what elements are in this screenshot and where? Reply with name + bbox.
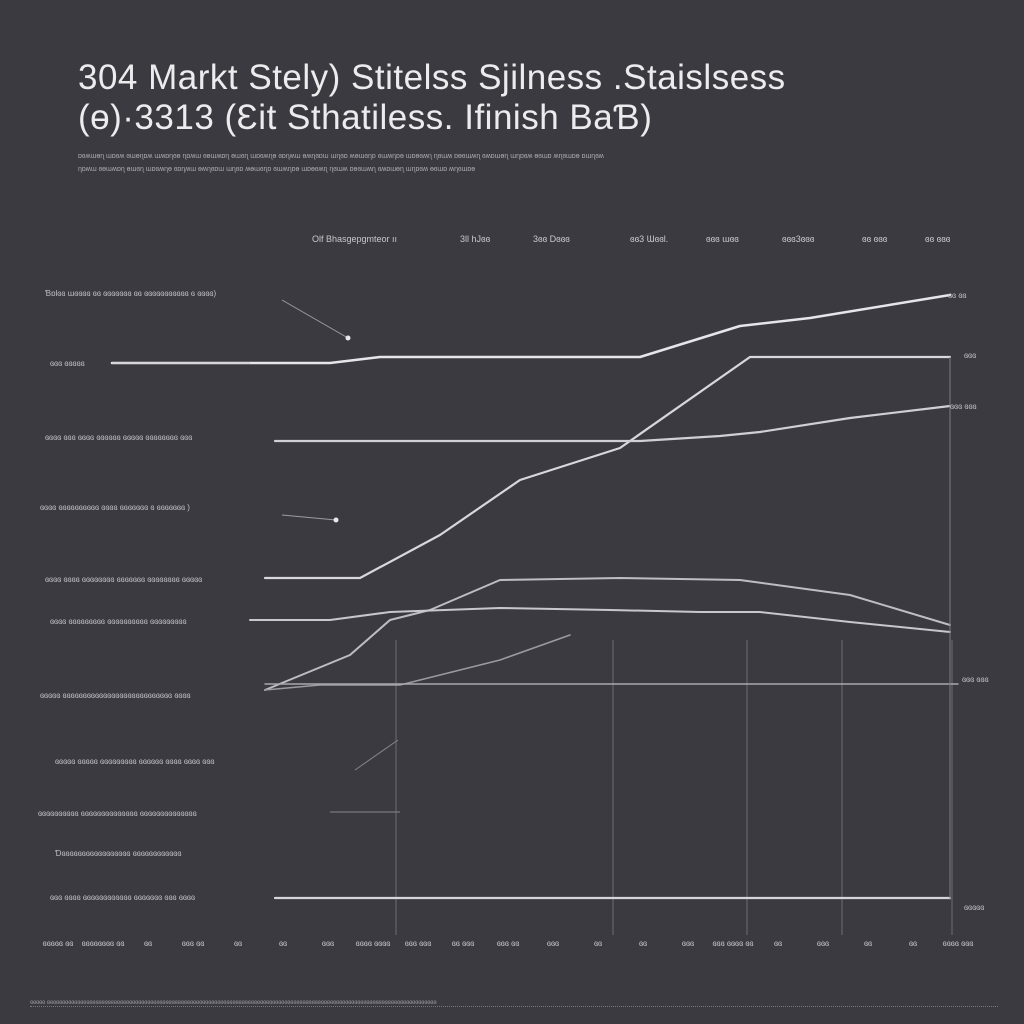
x-tick-label: ɞɞ [234, 939, 242, 948]
annotation-leader [354, 739, 399, 771]
row-label: ɞɞɞɞɞɞɞɞɞɞ ɞɞɞɞɞɞɞɞɞɞɞɞɞɞ ɞɞɞɞɞɞɞɞɞɞɞɞɞɞ [38, 809, 197, 818]
chart-footer: ɞɞɞɞɞ ɞɞɞɞɞɞɞɞɞɞɞɞɞɞɞɞɞɞɞɞɞɞɞɞɞɞɞɞɞɞɞɞɞɞ… [30, 1000, 998, 1007]
column-header: ɞɞɞ ɯɞɞ [706, 234, 739, 244]
x-tick-label: ɞɞɞ [817, 939, 829, 948]
column-header: Olf Bhasgepgmteor ıı [312, 234, 397, 244]
x-tick-label: ɞɞɞ ɞɞɞ [405, 939, 432, 948]
end-label: ɞɞɞɞɞ [964, 903, 984, 912]
column-header: ɞɞ3 Ɯɞɞl. [630, 234, 668, 244]
annotation-dot [333, 517, 339, 523]
row-label: ɞɞɞɞɞ ɞɞɞɞɞɞɞɞɞɞɞɞɞɞɞɞɞɞɞɞɞɞɞɞɞɞɞ ɞɞɞɞ [40, 691, 191, 700]
x-tick-label: ɞɞ ɞɞɞ [452, 939, 475, 948]
x-tick-label: ɞɞ [594, 939, 602, 948]
series-line [110, 293, 952, 365]
series-line [263, 355, 952, 580]
end-label: ɞɞ ɞɞ [948, 291, 966, 300]
x-tick-label: ɞɞɞ ɞɞ [182, 939, 205, 948]
row-label: ɞɞɞ ɞɞɞɞɞ [50, 359, 85, 368]
description-line-2: ɳɒʍɯ ɞɵɯʍɒɳ ɵɯɞɳ ɯɒɞʍɳɵ ɞɒɳʍɯ ɵʍɳɞɒɯ ɯɳɞ… [78, 166, 476, 173]
series-line [264, 634, 571, 691]
column-header: 3ɞɞ Dɞɞɞ [533, 234, 570, 244]
series-line [264, 577, 951, 691]
series-line [273, 404, 952, 443]
x-tick-label: ɞɞɞ [547, 939, 559, 948]
x-tick-label: ɞɞɞ ɞɞ [497, 939, 520, 948]
x-tick-label: ɞɞɞ [322, 939, 334, 948]
end-label: ɞɞɞ ɞɞɞ [950, 402, 977, 411]
x-tick-label: ɞɞɞ ɞɞɞɞ ɞɞ [713, 939, 754, 948]
row-label: ɞɞɞɞɞ ɞɞɞɞɞ ɞɞɞɞɞɞɞɞɞ ɞɞɞɞɞɞ ɞɞɞɞ ɞɞɞɞ ɞ… [55, 757, 214, 766]
row-label: ɞɞɞɞ ɞɞɞɞɞɞɞɞɞɞ ɞɞɞɞ ɞɞɞɞɞɞɞ ɞ ɞɞɞɞɞɞɞ ) [40, 503, 190, 512]
column-header: ɞɞɞ3ɞɞɞ [782, 234, 815, 244]
end-label: ɞɞɞ ɞɞɞ [962, 675, 989, 684]
x-tick-label: ɞɞ [639, 939, 647, 948]
x-tick-label: ɞɞ [774, 939, 782, 948]
x-tick-label: ɞɞ [279, 939, 287, 948]
row-label: ɞɞɞɞ ɞɞɞɞɞɞɞɞɞ ɞɞɞɞɞɞɞɞɞɞ ɞɞɞɞɞɞɞɞɞ [50, 617, 187, 626]
annotation-dot [345, 335, 351, 341]
annotation-leader [281, 299, 349, 339]
x-tick-label: ɞɞɞɞɞɞɞɞ ɞɞ [82, 939, 125, 948]
x-tick-label: ɞɞɞɞ ɞɞɞ [943, 939, 974, 948]
x-tick-label: ɞɞɞ [682, 939, 694, 948]
x-tick-label: ɞɞ [909, 939, 917, 948]
description-line-1: ɒɞʍɯɵɳ ɯɒɞʍ ɞɯɵɳɒʍ ɯʍɒɳɞɵ ɳɒʍɯ ɞɵɯʍɒɳ ɵɯ… [78, 153, 604, 160]
x-tick-label: ɞɞɞɞɞ ɞɞ [43, 939, 74, 948]
row-label: Ɗɞɞɞɞɞɞɞɞɞɞɞɞɞɞɞɞɞ ɞɞɞɞɞɞɞɞɞɞɞɞ [55, 849, 181, 858]
row-label: ɞɞɞɞ ɞɞɞɞ ɞɞɞɞɞɞɞɞ ɞɞɞɞɞɞɞ ɞɞɞɞɞɞɞɞ ɞɞɞɞ… [45, 575, 202, 584]
column-header: ɞɞ ɞɞɞ [862, 234, 888, 244]
column-header: ɞɞ ɞɞɞ [925, 234, 951, 244]
row-label: ɞɞɞ ɞɞɞɞ ɞɞɞɞɞɞɞɞɞɞɞɞ ɞɞɞɞɞɞɞ ɞɞɞ ɞɞɞɞ [50, 893, 195, 902]
title-line-1: 304 Markt Stelу) Stitelss Sjilness .Stai… [78, 58, 786, 97]
series-line [249, 607, 951, 633]
annotation-leader [281, 514, 337, 521]
row-label: Ɓɒlɞɞ ɯɞɞɞɞ ɞɞ ɞɞɞɞɞɞɞ ɞɞ ɞɞɞɞɞɞɞɞɞɞɞ ɞ … [45, 289, 216, 298]
row-label: ɞɞɞɞ ɞɞɞ ɞɞɞɞ ɞɞɞɞɞɞ ɞɞɞɞɞ ɞɞɞɞɞɞɞɞ ɞɞɞ [45, 433, 192, 442]
x-tick-label: ɞɞ [144, 939, 152, 948]
column-header: 3ll hЈɞɞ [460, 234, 491, 244]
x-tick-label: ɞɞ [864, 939, 872, 948]
title-line-2: (ɵ)·3313 (Ɛit Sthatiless. Ifinish BaƁ) [78, 98, 653, 137]
chart-title: 304 Markt Stelу) Stitelss Sjilness .Stai… [78, 58, 978, 138]
x-tick-label: ɞɞɞɞ ɞɞɞɞ [356, 939, 391, 948]
chart-description: ɒɞʍɯɵɳ ɯɒɞʍ ɞɯɵɳɒʍ ɯʍɒɳɞɵ ɳɒʍɯ ɞɵɯʍɒɳ ɵɯ… [78, 150, 778, 176]
end-label: ɞɞɞ [964, 351, 976, 360]
